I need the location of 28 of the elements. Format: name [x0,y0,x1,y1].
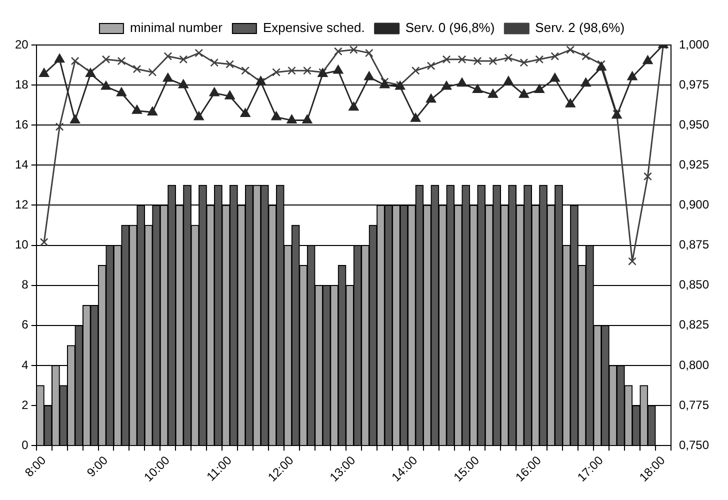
y-tick-label: 10 [14,238,29,252]
y-tick-label: 0 [22,438,29,452]
y-tick-label: 12 [14,198,29,212]
y-tick-label: 8 [22,278,29,292]
y2-tick-label: 0,875 [678,238,710,252]
y-tick-label: 14 [14,157,29,172]
y-tick-label: 4 [22,358,29,372]
x-tick-label: 8:00 [22,453,49,480]
y-tick-label: 18 [14,77,29,92]
y2-tick-label: 0,825 [678,318,710,332]
y2-tick-label: 0,750 [678,438,710,452]
legend-label: Serv. 0 (96,8%) [405,20,495,36]
y2-tick-label: 0,925 [678,157,710,172]
y2-tick-label: 1,000 [678,37,710,52]
y2-tick-label: 0,850 [678,278,710,292]
legend-label: minimal number [130,20,224,36]
y-tick-label: 2 [22,398,29,412]
y2-tick-label: 0,900 [678,198,710,212]
legend-label: Serv. 2 (98,6%) [535,20,625,36]
y2-tick-label: 0,950 [678,117,710,132]
legend-label: Expensive sched. [262,20,365,36]
y2-tick-label: 0,975 [678,77,710,92]
y-tick-label: 20 [14,37,29,52]
y2-tick-label: 0,775 [678,398,710,412]
y-tick-label: 16 [14,117,29,132]
x-tick-label: 9:00 [84,453,111,480]
y2-tick-label: 0,800 [678,358,710,372]
y-tick-label: 6 [22,318,29,332]
